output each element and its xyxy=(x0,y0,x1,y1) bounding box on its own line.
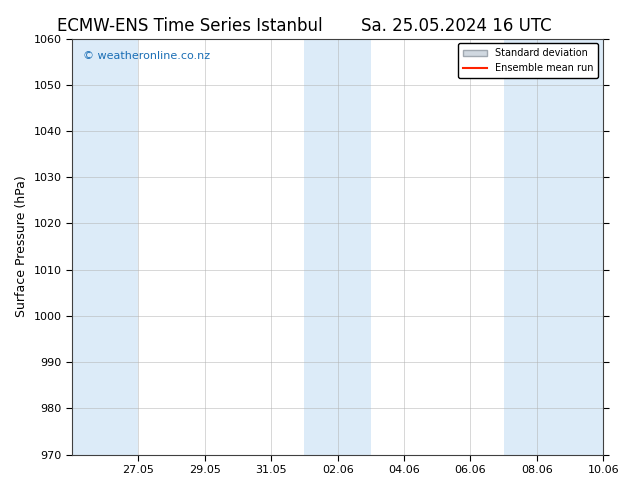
Text: Sa. 25.05.2024 16 UTC: Sa. 25.05.2024 16 UTC xyxy=(361,17,552,35)
Bar xyxy=(304,39,371,455)
Bar xyxy=(72,39,138,455)
Y-axis label: Surface Pressure (hPa): Surface Pressure (hPa) xyxy=(15,176,28,318)
Text: ECMW-ENS Time Series Istanbul: ECMW-ENS Time Series Istanbul xyxy=(58,17,323,35)
Legend: Standard deviation, Ensemble mean run: Standard deviation, Ensemble mean run xyxy=(458,44,598,78)
Text: © weatheronline.co.nz: © weatheronline.co.nz xyxy=(82,51,210,61)
Bar xyxy=(503,39,603,455)
